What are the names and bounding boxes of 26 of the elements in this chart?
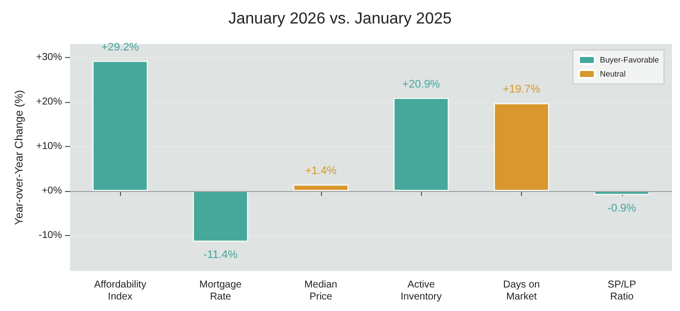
data-label: -0.9% [607,202,636,214]
bar [494,103,550,191]
y-tick-label: +20% [36,96,62,108]
x-tick-label: Mortgage Rate [199,280,242,302]
y-tick-label: -10% [38,230,62,241]
legend-label: Buyer-Favorable [600,56,660,64]
data-label: -11.4% [203,249,238,262]
chart-title: January 2026 vs. January 2025 [228,10,452,28]
x-tick-label: Days on Market [503,280,540,302]
y-axis-title: Year-over-Year Change (%) [14,90,26,225]
x-tick-label: Median Price [304,280,338,302]
bar [92,60,148,191]
y-tick-label: +0% [42,185,62,196]
x-tick-label: Active Inventory [400,280,442,302]
y-tick-label: +30% [36,52,62,63]
y-tick-label: +10% [36,140,62,152]
data-label: +1.4% [305,165,337,178]
bar [394,98,449,191]
x-tick-label: Affordability Index [94,280,146,302]
bar [192,190,248,242]
x-tick-label: SP/LP Ratio [608,280,636,302]
data-label: +29.2% [101,41,140,54]
data-label: +20.9% [402,78,440,90]
legend-label: Neutral [600,70,626,78]
data-label: +19.7% [502,84,541,96]
bar [293,184,348,191]
